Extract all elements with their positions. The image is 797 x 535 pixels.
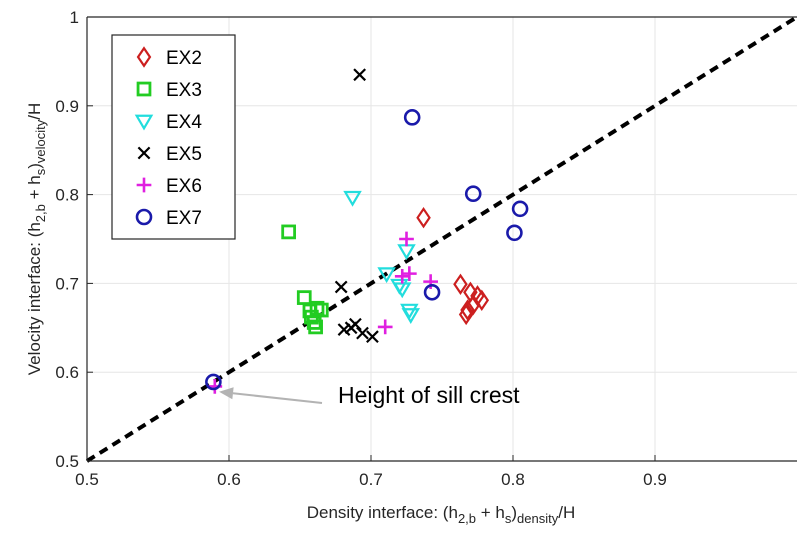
data-point-ex4: [401, 308, 421, 325]
legend-label-ex6: EX6: [166, 176, 202, 197]
data-point-ex3: [309, 300, 325, 316]
axis-label-subscript: s: [505, 511, 512, 526]
data-point-ex6: [399, 231, 414, 247]
axis-label-subscript: 2,b: [458, 511, 476, 526]
y-tick-label: 1: [70, 8, 79, 27]
legend-box: [111, 34, 236, 240]
annotation-height-of-sill-crest: Height of sill crest: [219, 382, 520, 408]
axis-label-part: + h: [476, 503, 505, 522]
data-point-ex4: [343, 190, 362, 207]
data-point-ex7: [423, 283, 441, 301]
legend-marker-ex7: [135, 208, 153, 226]
annotation-arrow-head: [219, 387, 234, 400]
data-point-ex2: [474, 289, 490, 311]
data-point-ex5: [366, 330, 379, 344]
axis-label-part: + h: [25, 175, 44, 204]
legend-label-ex5: EX5: [166, 144, 202, 165]
axis-label-subscript: 2,b: [33, 204, 48, 222]
axis-label-subscript: s: [33, 168, 48, 175]
legend-label-ex3: EX3: [166, 80, 202, 101]
data-point-ex5: [349, 317, 362, 331]
data-points: [205, 68, 529, 394]
data-point-ex7: [403, 109, 421, 126]
axis-label-subscript: velocity: [33, 119, 48, 163]
y-tick-label: 0.9: [55, 97, 79, 116]
data-point-ex6: [377, 319, 393, 335]
reference-line-group: [85, 15, 797, 463]
data-point-ex3: [281, 224, 296, 240]
legend-marker-ex5: [137, 146, 151, 160]
axis-label-part: /H: [25, 103, 44, 120]
data-point-ex2: [453, 273, 468, 295]
x-tick-label: 0.8: [501, 470, 525, 489]
y-axis-label: Velocity interface: (h2,b + hs)velocity/…: [25, 103, 48, 376]
legend: EX2 EX3 EX4 EX5 EX6 EX7: [111, 34, 236, 240]
annotation-text: Height of sill crest: [338, 382, 520, 408]
data-point-ex5: [334, 280, 348, 294]
data-point-ex7: [511, 200, 529, 218]
data-point-ex7: [506, 224, 523, 242]
legend-marker-ex2: [136, 46, 152, 68]
data-point-ex4: [377, 267, 396, 284]
legend-marker-ex3: [136, 81, 152, 97]
data-point-ex5: [353, 68, 367, 82]
axes: [86, 16, 797, 462]
y-tick-label: 0.6: [55, 363, 79, 382]
data-point-ex7: [205, 373, 222, 391]
data-point-ex5: [356, 326, 369, 340]
y-tick-labels: 0.5 0.6 0.7 0.8 0.9 1: [55, 8, 79, 471]
data-point-ex2: [416, 206, 431, 229]
axis-label-part: ): [511, 503, 517, 522]
legend-label-ex2: EX2: [166, 48, 202, 69]
data-point-ex3: [308, 319, 323, 335]
legend-marker-ex6: [136, 177, 152, 193]
data-point-ex3: [313, 302, 329, 318]
annotation-arrow-line: [232, 392, 323, 404]
x-tick-label: 0.7: [359, 470, 383, 489]
legend-marker-ex4: [134, 114, 154, 131]
axis-label-part: /H: [558, 503, 575, 522]
x-axis-label: Density interface: (h2,b + hs)density/H: [307, 503, 575, 526]
y-tick-label: 0.5: [55, 452, 79, 471]
reference-line: [85, 15, 797, 463]
data-point-ex6: [394, 268, 410, 284]
axis-label-part: Velocity interface: (h: [25, 222, 44, 375]
data-point-ex2: [460, 299, 475, 321]
x-tick-label: 0.9: [643, 470, 667, 489]
legend-label-ex4: EX4: [166, 112, 202, 133]
data-point-ex7: [464, 185, 482, 203]
x-tick-label: 0.6: [217, 470, 241, 489]
axis-label-part: ): [25, 163, 44, 169]
axis-label-part: Density interface: (h: [307, 503, 458, 522]
legend-label-ex7: EX7: [166, 208, 202, 229]
y-tick-label: 0.8: [55, 186, 79, 205]
data-point-ex3: [296, 290, 312, 305]
axis-label-subscript: density: [517, 511, 559, 526]
data-point-ex6: [401, 266, 417, 281]
x-tick-labels: 0.5 0.6 0.7 0.8 0.9: [75, 470, 667, 489]
y-tick-label: 0.7: [55, 274, 79, 293]
x-tick-label: 0.5: [75, 470, 99, 489]
